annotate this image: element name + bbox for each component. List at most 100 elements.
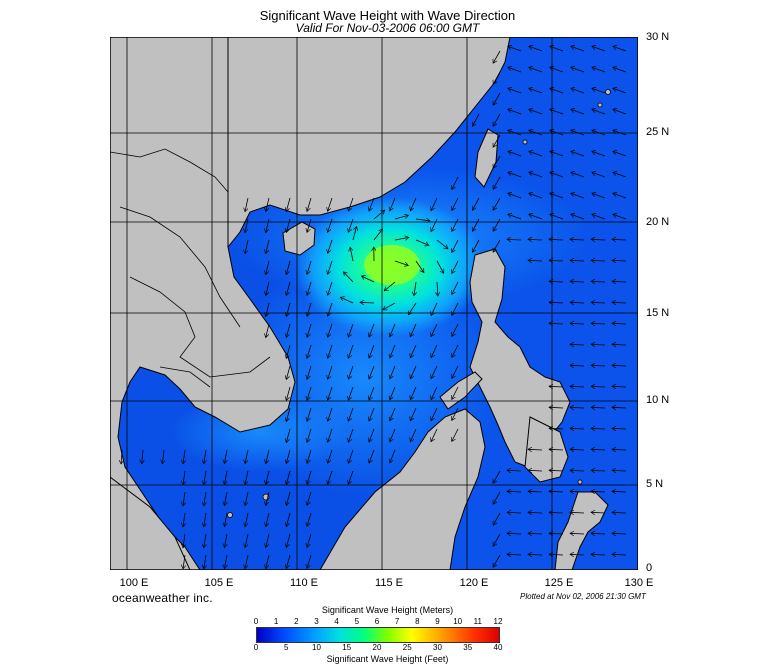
wave-direction-arrow xyxy=(286,218,291,233)
wave-direction-arrow xyxy=(570,260,585,261)
wave-direction-arrow xyxy=(528,533,543,534)
wave-direction-arrow xyxy=(414,281,416,296)
colorbar-meter-tick: 12 xyxy=(493,617,503,626)
wave-direction-arrow xyxy=(528,449,543,450)
wave-direction-arrow xyxy=(383,302,396,310)
wave-direction-arrow xyxy=(307,386,312,400)
wave-direction-arrow xyxy=(343,272,354,283)
wave-direction-arrow xyxy=(571,130,585,136)
taiwan-island xyxy=(474,128,499,188)
wave-direction-arrow xyxy=(410,407,417,421)
wave-direction-arrow xyxy=(612,302,627,303)
wave-direction-arrow xyxy=(452,176,459,190)
wave-direction-arrow xyxy=(549,260,564,261)
wave-direction-arrow xyxy=(410,386,417,400)
wave-direction-arrow xyxy=(266,260,270,275)
wave-direction-arrow xyxy=(431,428,438,442)
wave-direction-arrow xyxy=(592,46,606,52)
wave-direction-arrow xyxy=(266,218,270,233)
wave-direction-arrow xyxy=(431,218,438,232)
wave-direction-arrow xyxy=(529,172,543,178)
wave-direction-arrow xyxy=(390,344,396,358)
wave-direction-arrow xyxy=(592,193,606,199)
wave-direction-arrow xyxy=(549,449,564,450)
colorbar-feet-tick: 20 xyxy=(372,643,382,652)
wave-direction-arrow xyxy=(328,197,333,211)
wave-direction-arrow xyxy=(266,323,270,338)
wave-direction-arrow xyxy=(328,428,333,442)
wave-direction-arrow xyxy=(408,302,417,315)
wave-direction-arrow xyxy=(591,491,606,492)
wave-direction-arrow xyxy=(550,193,564,199)
wave-direction-arrow xyxy=(307,281,312,295)
wave-direction-arrow xyxy=(472,197,480,210)
wave-direction-arrow xyxy=(612,428,627,429)
wave-direction-arrow xyxy=(592,172,606,178)
wave-direction-arrow xyxy=(121,449,122,464)
wave-map xyxy=(110,37,638,570)
wave-direction-arrow xyxy=(570,386,585,387)
wave-direction-arrow xyxy=(570,239,585,240)
wave-direction-arrow xyxy=(508,88,522,94)
wave-direction-arrow xyxy=(612,323,627,324)
wave-direction-arrow xyxy=(508,172,522,178)
wave-direction-arrow xyxy=(613,193,627,199)
wave-direction-arrow xyxy=(286,365,291,380)
wave-direction-arrow xyxy=(550,172,564,178)
wave-direction-arrow xyxy=(307,512,312,526)
wave-direction-arrow xyxy=(493,92,501,105)
wave-direction-arrow xyxy=(612,281,627,282)
wave-direction-arrow xyxy=(529,88,543,94)
wave-direction-arrow xyxy=(613,214,627,220)
wave-direction-arrow xyxy=(328,218,333,232)
wave-direction-arrow xyxy=(266,281,270,296)
wave-direction-arrow xyxy=(613,67,627,73)
wave-direction-arrow xyxy=(613,88,627,94)
wave-direction-arrow xyxy=(591,323,606,324)
wave-direction-arrow xyxy=(570,302,585,303)
map-title: Significant Wave Height with Wave Direct… xyxy=(259,8,516,23)
wave-direction-arrow xyxy=(286,449,291,464)
wave-direction-arrow xyxy=(570,533,585,534)
wave-direction-arrow xyxy=(508,46,522,52)
wave-direction-arrow xyxy=(286,491,291,506)
wave-direction-arrow xyxy=(570,365,585,366)
colorbar-feet-tick: 0 xyxy=(253,643,259,652)
wave-direction-arrow xyxy=(570,407,585,408)
lat-label-0: 0 xyxy=(646,562,653,574)
wave-direction-arrow xyxy=(328,239,333,253)
wave-direction-arrow xyxy=(591,449,606,450)
wave-direction-arrow xyxy=(612,449,627,450)
wave-direction-arrow xyxy=(570,428,585,429)
lat-label-25n: 25 N xyxy=(646,126,670,138)
wave-direction-arrow xyxy=(452,260,459,274)
colorbar-meter-tick: 4 xyxy=(334,617,339,626)
wave-direction-arrow xyxy=(592,130,606,136)
wave-direction-arrow xyxy=(571,88,585,94)
wave-direction-arrow xyxy=(307,344,312,358)
wave-direction-arrow xyxy=(613,130,627,136)
wave-direction-arrow xyxy=(162,449,164,464)
wave-direction-arrow xyxy=(550,88,564,94)
wave-direction-arrow xyxy=(410,365,417,379)
lon-label-115e: 115 E xyxy=(375,577,403,589)
wave-direction-arrow xyxy=(612,365,627,366)
wave-direction-arrow xyxy=(528,470,543,471)
wave-direction-arrow xyxy=(550,46,564,52)
wave-direction-arrow xyxy=(390,449,396,463)
wave-direction-arrow xyxy=(592,151,606,157)
wave-direction-arrow xyxy=(591,554,606,555)
wave-direction-arrow xyxy=(452,428,459,442)
colorbar-meter-tick: 0 xyxy=(253,617,259,626)
wave-direction-arrow xyxy=(549,491,564,492)
lon-label-130e: 130 E xyxy=(624,577,654,589)
wave-direction-arrow xyxy=(245,491,249,506)
small-islands xyxy=(227,89,611,518)
lon-label-110e: 110 E xyxy=(290,577,318,589)
wave-direction-arrow xyxy=(571,193,585,199)
wave-direction-arrow xyxy=(266,554,270,569)
wave-direction-arrow xyxy=(507,491,522,492)
wave-direction-arrow xyxy=(390,323,396,337)
wave-direction-arrow xyxy=(493,554,501,567)
wave-direction-arrow xyxy=(493,113,501,126)
